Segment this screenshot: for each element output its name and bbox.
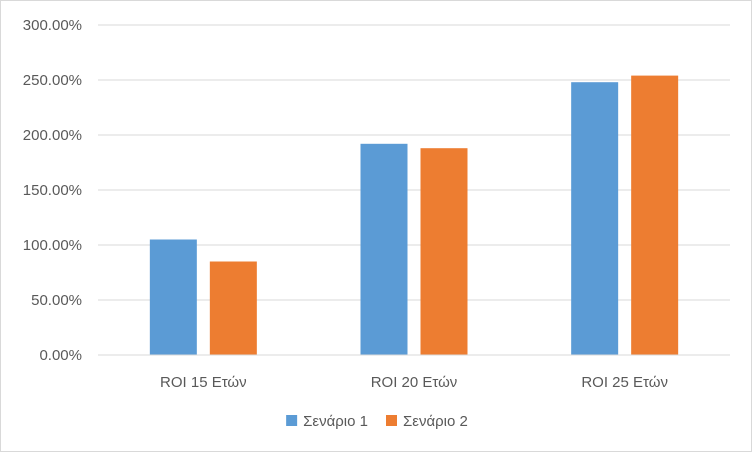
- y-tick-label: 200.00%: [23, 127, 82, 144]
- x-tick-label: ROI 25 Ετών: [581, 374, 668, 391]
- legend: Σενάριο 1 Σενάριο 2: [286, 413, 468, 430]
- legend-label: Σενάριο 2: [403, 413, 468, 430]
- y-tick-label: 0.00%: [39, 347, 82, 364]
- bars: [149, 75, 679, 355]
- bar-1-3: [571, 82, 619, 355]
- legend-item-2: Σενάριο 2: [386, 413, 468, 430]
- bar-2-2: [420, 148, 468, 355]
- bar-1-1: [149, 239, 197, 355]
- y-axis: 0.00% 50.00% 100.00% 150.00% 200.00% 250.00% 3…: [23, 17, 82, 364]
- y-tick-label: 300.00%: [23, 17, 82, 34]
- bar-2-1: [209, 261, 257, 355]
- y-tick-label: 150.00%: [23, 182, 82, 199]
- x-axis: ROI 15 Ετών ROI 20 Ετών ROI 25 Ετών: [98, 354, 730, 391]
- gridlines: [98, 24, 730, 356]
- legend-label: Σενάριο 1: [303, 413, 368, 430]
- x-tick-label: ROI 15 Ετών: [160, 374, 247, 391]
- y-tick-label: 50.00%: [31, 292, 82, 309]
- legend-item-1: Σενάριο 1: [286, 413, 368, 430]
- bar-2-3: [631, 75, 679, 355]
- bar-1-2: [360, 143, 408, 355]
- legend-swatch: [386, 415, 397, 426]
- legend-swatch: [286, 415, 298, 426]
- y-tick-label: 250.00%: [23, 72, 82, 89]
- y-tick-label: 100.00%: [23, 237, 82, 254]
- x-tick-label: ROI 20 Ετών: [371, 374, 458, 391]
